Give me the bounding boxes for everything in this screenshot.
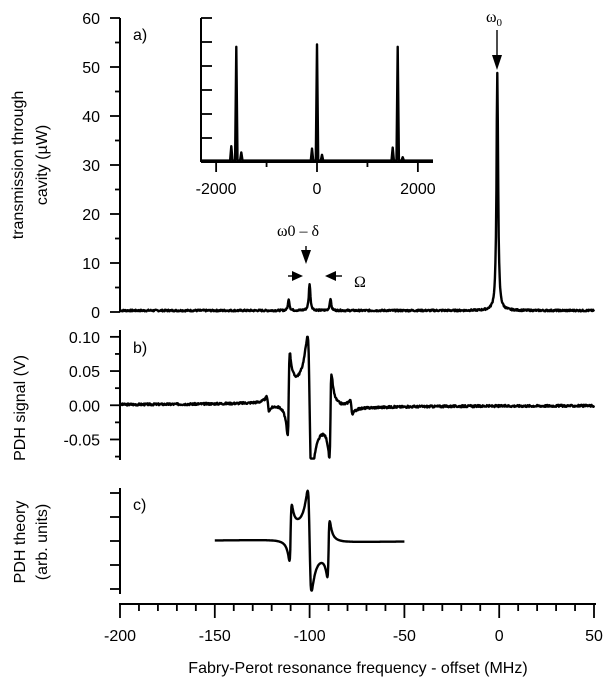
inset-trace bbox=[201, 43, 433, 162]
inset-ticks: -2000 0 2000 bbox=[196, 17, 436, 198]
panel-a-y-tick-label: 30 bbox=[82, 158, 100, 175]
x-tick-label: -100 bbox=[294, 628, 326, 645]
panel-c-label: c) bbox=[133, 497, 146, 514]
x-tick-label: 50 bbox=[585, 628, 603, 645]
panel-b-y-tick-label: 0.05 bbox=[69, 364, 100, 381]
inset-plot: -2000 0 2000 bbox=[196, 17, 436, 198]
x-ticks: -200 -150 -100 -50 0 50 bbox=[104, 604, 603, 645]
transmission-trace bbox=[119, 71, 596, 313]
panel-a-y-label-line2: cavity (µW) bbox=[34, 125, 51, 205]
omega0-subscript: 0 bbox=[497, 17, 503, 29]
inset-x-tick-label: -2000 bbox=[196, 181, 237, 198]
omega0-annotation: ω0 bbox=[486, 9, 503, 29]
panel-a-label: a) bbox=[133, 27, 147, 44]
panel-b-y-tick-label: -0.05 bbox=[64, 432, 101, 449]
x-axis-label: Fabry-Perot resonance frequency - offset… bbox=[188, 660, 527, 677]
panel-a-y-ticks: 0 10 20 30 40 50 60 bbox=[82, 11, 120, 322]
omega0-minus-delta-arrow-head bbox=[301, 250, 311, 264]
omega0-arrow-head bbox=[492, 55, 502, 70]
panel-a-y-label-line1: transmission through bbox=[10, 91, 27, 240]
panel-c-y-label-line2: (arb. units) bbox=[34, 504, 51, 580]
panel-c-y-label-line1: PDH theory bbox=[12, 501, 29, 584]
panel-a-y-tick-label: 50 bbox=[82, 60, 100, 77]
panel-a-y-tick-label: 40 bbox=[82, 109, 100, 126]
omega0-minus-delta-annotation: ω0 – δ bbox=[277, 223, 319, 240]
pdh-signal-trace bbox=[119, 335, 596, 460]
panel-a-y-tick-label: 60 bbox=[82, 11, 100, 28]
panel-b-y-ticks: -0.05 0.00 0.05 0.10 bbox=[64, 330, 120, 458]
x-axis: -200 -150 -100 -50 0 50 Fabry-Perot resonance… bbox=[104, 603, 603, 677]
panel-a-y-label: transmission through cavity (µW) bbox=[10, 91, 51, 240]
x-tick-label: 0 bbox=[495, 628, 504, 645]
x-tick-label: -200 bbox=[104, 628, 136, 645]
omega-arrow-right-head bbox=[325, 271, 336, 281]
omega-arrow-left-head bbox=[292, 271, 303, 281]
panel-b-y-tick-label: 0.00 bbox=[69, 398, 100, 415]
omega-annotation: Ω bbox=[354, 274, 366, 291]
panel-a-y-tick-label: 10 bbox=[82, 256, 100, 273]
panel-c-y-label: PDH theory (arb. units) bbox=[12, 501, 51, 584]
panel-c-y-ticks bbox=[110, 492, 120, 590]
panel-a-y-tick-label: 0 bbox=[91, 305, 100, 322]
x-tick-label: -150 bbox=[199, 628, 231, 645]
panel-a: 0 10 20 30 40 50 60 a) transmission through ca… bbox=[10, 9, 596, 322]
pdh-theory-trace bbox=[214, 489, 406, 592]
panel-b-y-label: PDH signal (V) bbox=[12, 355, 29, 461]
inset-x-tick-label: 2000 bbox=[400, 181, 436, 198]
panel-b-y-label-text: PDH signal (V) bbox=[12, 355, 29, 461]
panel-c: c) PDH theory (arb. units) bbox=[12, 488, 406, 594]
panel-a-y-tick-label: 20 bbox=[82, 207, 100, 224]
panel-b-y-tick-label: 0.10 bbox=[69, 330, 100, 347]
inset-x-tick-label: 0 bbox=[313, 181, 322, 198]
panel-b-label: b) bbox=[133, 340, 147, 357]
x-tick-label: -50 bbox=[393, 628, 416, 645]
omega0-text: ω bbox=[486, 9, 497, 26]
panel-b: -0.05 0.00 0.05 0.10 b) PDH signal (V) bbox=[12, 330, 596, 461]
